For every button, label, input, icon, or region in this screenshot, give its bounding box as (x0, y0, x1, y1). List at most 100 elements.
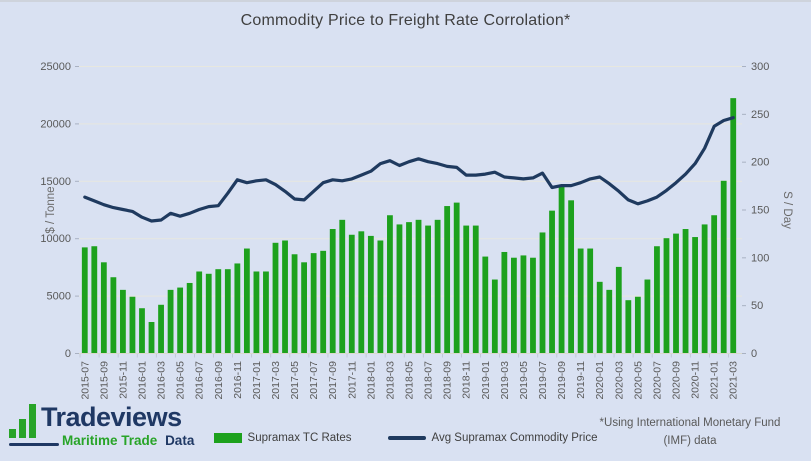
y-axis-label-right: 100 (751, 252, 769, 264)
bar (615, 266, 622, 353)
bar (472, 225, 479, 353)
y-axis-label-left: 0 (65, 348, 71, 360)
x-axis-label: 2019-09 (556, 361, 568, 400)
legend: Supramax TC Rates Avg Supramax Commodity… (0, 432, 811, 444)
bar (415, 219, 422, 353)
bar (186, 282, 193, 353)
bar (577, 248, 584, 353)
x-axis-label: 2016-01 (136, 361, 148, 400)
bar (177, 287, 184, 353)
bar (205, 273, 212, 353)
bar (272, 242, 279, 353)
bar (587, 248, 594, 353)
bar (625, 300, 632, 353)
footnote: *Using International Monetary Fund (IMF)… (571, 415, 809, 451)
bar (243, 248, 250, 353)
x-axis-label: 2021-01 (709, 361, 721, 400)
x-axis-label: 2018-11 (461, 361, 473, 399)
x-axis-label: 2015-11 (117, 361, 129, 399)
legend-label-bars: Supramax TC Rates (247, 432, 352, 444)
trend-line (83, 116, 735, 223)
x-axis-label: 2016-03 (156, 361, 168, 400)
bar (81, 247, 88, 353)
y-axis-label-left: 5000 (47, 291, 71, 303)
bar (367, 235, 374, 353)
bar (730, 98, 737, 353)
bar (701, 224, 708, 353)
x-axis-label: 2017-07 (308, 361, 320, 400)
bar (100, 262, 107, 353)
bar (606, 289, 613, 353)
y-axis-label-left: 15000 (40, 176, 71, 188)
y-axis-label-right: 200 (751, 157, 769, 169)
x-axis-label: 2017-03 (270, 361, 282, 400)
logo-tagline-dark: Data (165, 433, 195, 448)
bar (520, 255, 527, 353)
bar (263, 271, 269, 353)
bar (224, 269, 231, 353)
y-axis-label-left: 10000 (40, 233, 71, 245)
footnote-line1: *Using International Monetary Fund (599, 417, 781, 429)
bar (387, 215, 393, 353)
bar (539, 232, 546, 353)
bar (234, 263, 241, 353)
y-axis-label-right: 50 (751, 300, 763, 312)
x-axis-label: 2018-01 (365, 361, 377, 400)
bar (282, 240, 288, 353)
bar (444, 206, 451, 353)
bar (510, 257, 517, 353)
bar (720, 180, 727, 353)
right-axis-title: S / Day (781, 191, 793, 229)
left-axis-title: $ / Tonne (45, 186, 57, 234)
x-axis-label: 2016-07 (194, 361, 206, 400)
bar (682, 229, 689, 353)
bar-series-swatch (213, 433, 242, 443)
x-axis-label: 2019-01 (480, 361, 492, 400)
bar (434, 219, 441, 353)
x-axis-label: 2015-07 (79, 361, 91, 400)
y-axis-label-right: 300 (751, 61, 769, 73)
bar (196, 271, 203, 353)
bar (139, 308, 145, 353)
bar (253, 271, 260, 353)
x-axis-label: 2017-01 (251, 361, 263, 400)
x-axis-label: 2016-09 (213, 361, 225, 400)
x-axis-label: 2020-09 (671, 361, 683, 400)
bar (596, 281, 603, 353)
bar (301, 262, 308, 353)
bar (91, 246, 98, 353)
x-axis-label: 2017-05 (289, 361, 301, 400)
bar (663, 238, 670, 353)
bar (291, 254, 298, 353)
logo-tagline: Maritime Trade Data (62, 433, 194, 448)
logo-underline (9, 443, 59, 446)
bar (501, 251, 508, 353)
bar (339, 219, 346, 353)
bar (148, 322, 155, 353)
bar (329, 229, 336, 353)
logo: Tradeviews Maritime Trade Data (9, 402, 224, 454)
x-axis-label: 2018-03 (384, 361, 396, 400)
line-series-swatch (387, 436, 426, 440)
x-axis-label: 2015-09 (98, 361, 110, 400)
x-axis-label: 2020-03 (613, 361, 625, 400)
bar (310, 253, 317, 353)
bar (320, 250, 327, 353)
y-axis-label-left: 20000 (40, 118, 71, 130)
x-axis-label: 2016-05 (175, 361, 187, 400)
bar (348, 234, 355, 353)
logo-wordmark: Tradeviews (41, 402, 182, 432)
y-axis-label-right: 150 (751, 205, 769, 217)
bar (396, 224, 403, 353)
x-axis-label: 2019-03 (499, 361, 511, 400)
bar (673, 233, 679, 353)
bar (425, 225, 431, 353)
legend-label-line: Avg Supramax Commodity Price (431, 432, 598, 444)
logo-tagline-green: Maritime Trade (62, 433, 158, 448)
bar (530, 257, 536, 353)
x-axis-label: 2018-07 (423, 361, 435, 400)
bar (568, 200, 575, 353)
bar (549, 210, 555, 353)
